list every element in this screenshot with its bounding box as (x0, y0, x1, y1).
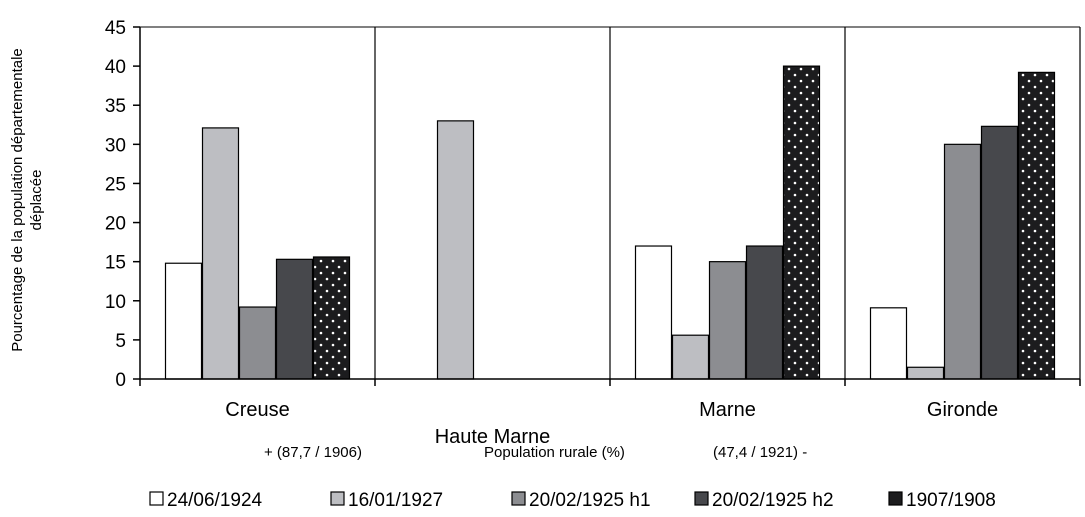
legend-entry: 1907/1908 (906, 490, 996, 511)
legend-entry: 20/02/1925 h1 (529, 490, 651, 511)
y-tick-label: 45 (105, 18, 126, 39)
legend-entry: 24/06/1924 (167, 490, 263, 511)
axes (133, 26, 1081, 386)
legend-swatch (511, 491, 526, 506)
bar (745, 245, 784, 380)
annotation-left: + (87,7 / 1906) (264, 444, 362, 461)
department-separators (140, 26, 1081, 379)
legend-entry: 20/02/1925 h2 (712, 490, 834, 511)
y-axis-label: Pourcentage de la population département… (9, 48, 45, 352)
y-tick-label: 40 (105, 57, 126, 78)
category-labels: Creuse Haute Marne Marne Gironde (225, 399, 998, 448)
legend-swatch (694, 491, 709, 506)
bar (943, 143, 982, 380)
annotation-right: (47,4 / 1921) - (713, 444, 807, 461)
bar (164, 262, 203, 380)
bar (782, 65, 821, 380)
bar (312, 256, 351, 380)
bar (980, 125, 1019, 380)
y-tick-label: 20 (105, 214, 126, 235)
bar (1017, 71, 1056, 380)
y-tick-label: 25 (105, 174, 126, 195)
bar (201, 127, 240, 380)
category-label: Marne (699, 399, 756, 421)
bar (238, 306, 277, 380)
y-tick-labels: 0 5 10 15 20 25 30 35 40 45 (105, 18, 126, 391)
bar (869, 307, 908, 380)
legend-swatch (149, 491, 164, 506)
legend-swatch (888, 491, 903, 506)
bars (164, 65, 1056, 380)
bar (634, 245, 673, 380)
legend: 24/06/1924 16/01/1927 20/02/1925 h1 20/02/1… (149, 490, 996, 511)
bar (671, 334, 710, 380)
category-label: Gironde (927, 399, 998, 421)
bar (906, 366, 945, 380)
y-tick-label: 0 (115, 370, 126, 391)
y-tick-label: 30 (105, 135, 126, 156)
y-tick-label: 10 (105, 292, 126, 313)
y-tick-label: 15 (105, 253, 126, 274)
y-tick-label: 5 (115, 331, 126, 352)
y-tick-label: 35 (105, 96, 126, 117)
category-label: Haute Marne (435, 426, 551, 448)
legend-entry: 16/01/1927 (348, 490, 443, 511)
bar (436, 120, 475, 380)
bar (708, 261, 747, 380)
annotation-center: Population rurale (%) (484, 444, 625, 461)
bar (275, 258, 314, 380)
category-label: Creuse (225, 399, 289, 421)
legend-swatch (330, 491, 345, 506)
